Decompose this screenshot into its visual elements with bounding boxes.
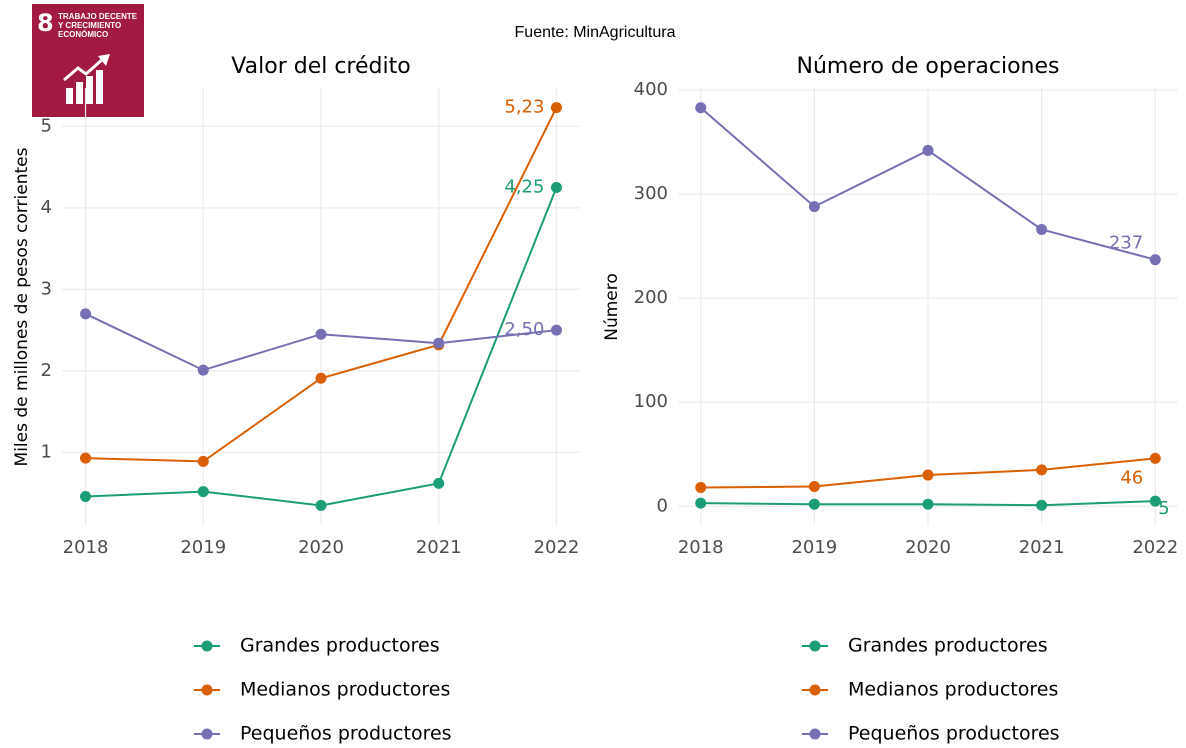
- legend-dot: [809, 640, 821, 652]
- logo-text: ECONÓMICO: [58, 30, 108, 39]
- point: [695, 102, 707, 114]
- y-tick-label: 3: [41, 278, 52, 299]
- legend-dot: [809, 684, 821, 696]
- value-label: 237: [1109, 233, 1143, 254]
- source: Fuente: MinAgricultura: [515, 24, 676, 41]
- y-tick-label: 5: [41, 115, 52, 136]
- point: [695, 497, 707, 509]
- x-tick-label: 2020: [298, 537, 344, 558]
- x-tick-label: 2019: [791, 537, 837, 558]
- point: [433, 477, 445, 489]
- legend-label: Pequeños productores: [240, 723, 452, 745]
- y-axis-label: Miles de millones de pesos corrientes: [12, 147, 32, 466]
- point: [922, 469, 934, 481]
- point: [1149, 495, 1161, 507]
- point: [808, 498, 820, 510]
- legend-label: Pequeños productores: [848, 723, 1060, 745]
- x-tick-label: 2022: [534, 537, 580, 558]
- logo-number: 8: [37, 9, 54, 37]
- point: [80, 308, 92, 320]
- value-label: 46: [1120, 467, 1143, 488]
- y-tick-label: 300: [634, 183, 668, 204]
- logo-icon: [63, 54, 110, 104]
- y-tick-label: 100: [634, 391, 668, 412]
- point: [1036, 499, 1048, 511]
- y-tick-label: 200: [634, 287, 668, 308]
- logo-text: TRABAJO DECENTE: [58, 12, 138, 21]
- point: [197, 486, 209, 498]
- x-tick-label: 2021: [416, 537, 462, 558]
- legend-dot: [809, 728, 821, 740]
- point: [80, 452, 92, 464]
- point: [695, 482, 707, 494]
- legend-dot: [201, 728, 213, 740]
- legend-dot: [201, 684, 213, 696]
- point: [80, 490, 92, 502]
- y-tick-label: 4: [41, 197, 52, 218]
- x-tick-label: 2018: [678, 537, 724, 558]
- x-tick-label: 2021: [1019, 537, 1065, 558]
- panel-title: Número de operaciones: [797, 54, 1060, 79]
- legend-label: Medianos productores: [240, 679, 450, 701]
- legend-label: Grandes productores: [848, 635, 1048, 657]
- point: [433, 337, 445, 349]
- y-axis-label: Número: [602, 273, 622, 341]
- point: [197, 364, 209, 376]
- point: [1149, 254, 1161, 266]
- x-tick-label: 2019: [180, 537, 226, 558]
- y-tick-label: 2: [41, 360, 52, 381]
- legend-label: Medianos productores: [848, 679, 1058, 701]
- y-tick-label: 400: [634, 79, 668, 100]
- point: [922, 498, 934, 510]
- point: [808, 481, 820, 493]
- point: [808, 201, 820, 213]
- legend-dot: [201, 640, 213, 652]
- point: [1149, 452, 1161, 464]
- x-tick-label: 2018: [63, 537, 109, 558]
- value-label: 5: [1158, 498, 1169, 519]
- point: [315, 328, 327, 340]
- value-label: 2,50: [504, 319, 544, 340]
- value-label: 4,25: [504, 176, 544, 197]
- value-label: 5,23: [504, 97, 544, 118]
- x-tick-label: 2022: [1132, 537, 1178, 558]
- point: [550, 102, 562, 114]
- legend-label: Grandes productores: [240, 635, 440, 657]
- x-tick-label: 2020: [905, 537, 951, 558]
- point: [922, 144, 934, 156]
- point: [197, 455, 209, 467]
- point: [550, 324, 562, 336]
- y-tick-label: 0: [657, 495, 668, 516]
- point: [1036, 224, 1048, 236]
- point: [1036, 464, 1048, 476]
- point: [315, 499, 327, 511]
- point: [315, 372, 327, 384]
- y-tick-label: 1: [41, 441, 52, 462]
- logo-text: Y CRECIMIENTO: [58, 21, 121, 30]
- point: [550, 181, 562, 193]
- panel-title: Valor del crédito: [231, 54, 410, 79]
